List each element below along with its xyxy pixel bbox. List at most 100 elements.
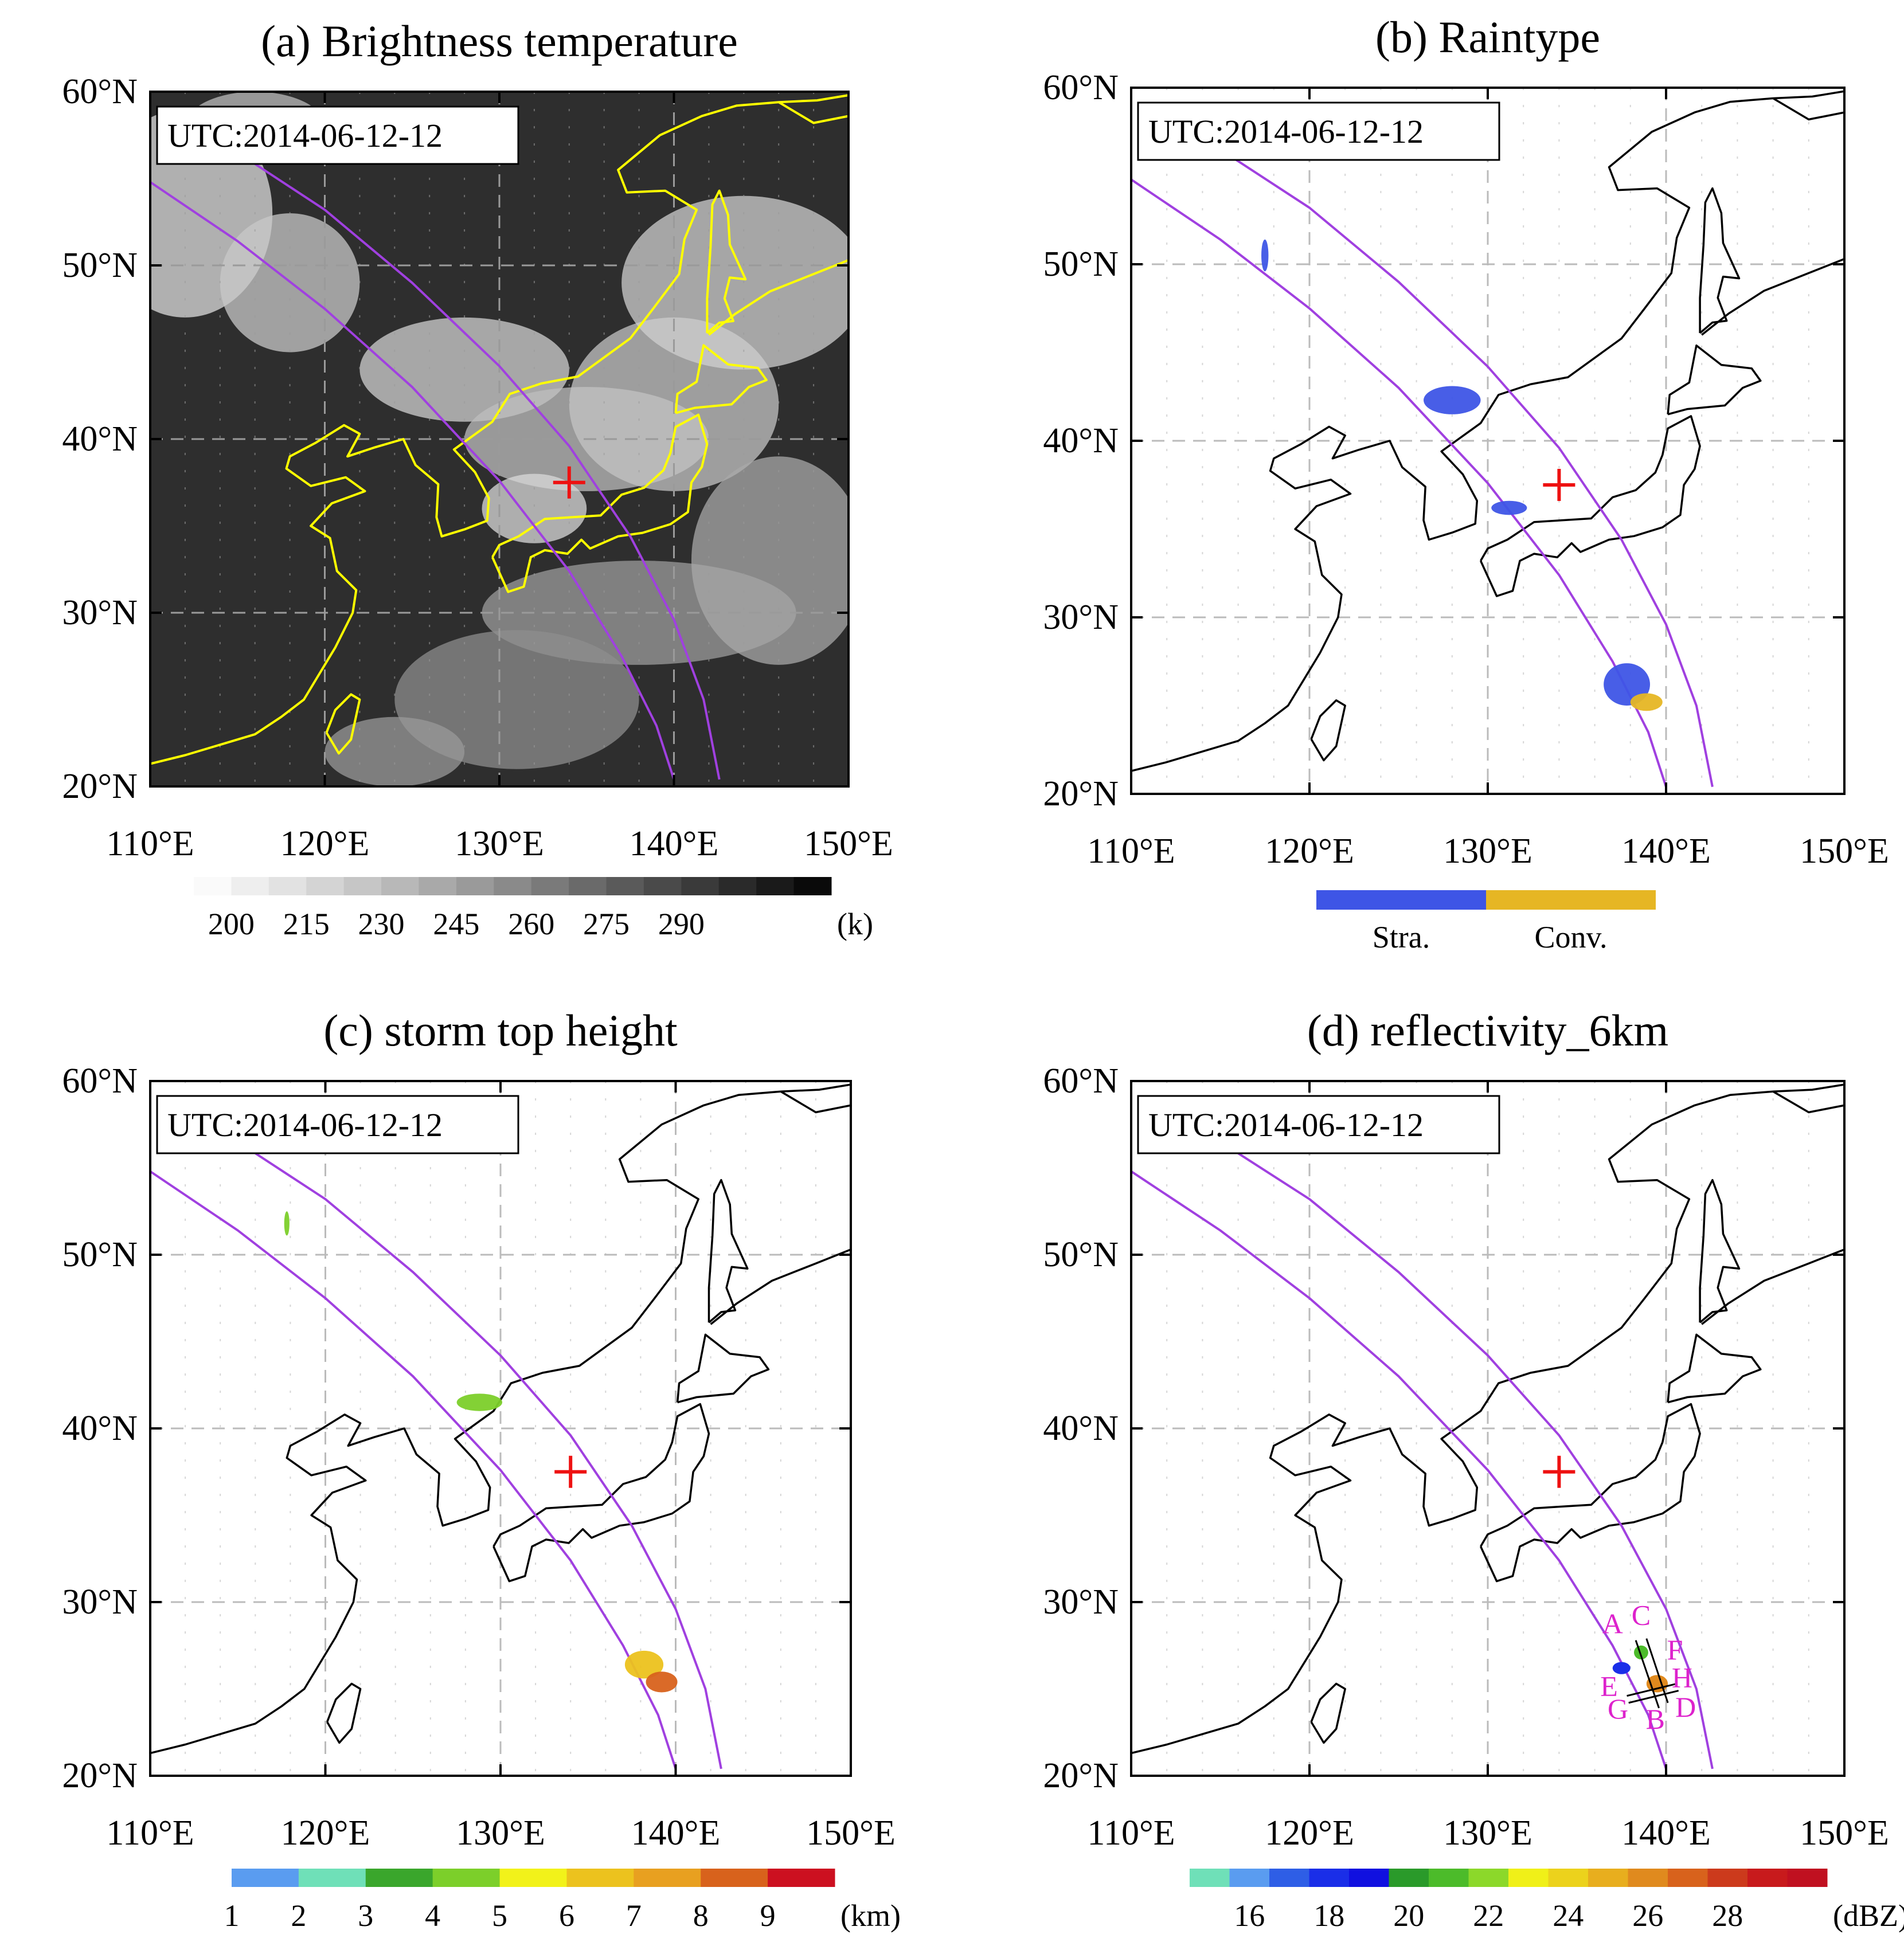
- colorbar-swatch: [1229, 1869, 1270, 1887]
- colorbar-tick: 200: [208, 907, 255, 941]
- section-label: F: [1667, 1634, 1683, 1666]
- storm-top-patch: [284, 1211, 290, 1236]
- colorbar-tick: 22: [1473, 1898, 1504, 1933]
- legend-label: Conv.: [1534, 920, 1607, 954]
- section-label: B: [1646, 1703, 1665, 1735]
- colorbar-tick: 3: [358, 1898, 373, 1933]
- coastline: [707, 1178, 749, 1324]
- colorbar-swatch: [793, 877, 832, 895]
- colorbar-tick: 28: [1712, 1898, 1743, 1933]
- y-tick-label: 20°N: [1043, 774, 1119, 813]
- coastline: [1667, 1333, 1762, 1404]
- x-tick-label: 120°E: [1265, 1814, 1354, 1853]
- coastline: [710, 1248, 851, 1325]
- x-tick-label: 140°E: [1621, 832, 1711, 871]
- colorbar-tick: 245: [433, 907, 479, 941]
- x-tick-label: 110°E: [1087, 832, 1175, 871]
- panel-title: (b) Raintype: [1375, 12, 1600, 62]
- coastline: [778, 101, 849, 124]
- colorbar-swatch: [232, 1869, 299, 1887]
- coastline: [1310, 1682, 1346, 1744]
- coastline: [150, 94, 849, 765]
- colorbar-swatch: [298, 1869, 366, 1887]
- coastline: [1701, 258, 1844, 336]
- timestamp-label: UTC:2014-06-12-12: [167, 117, 443, 154]
- colorbar-swatch: [1190, 1869, 1230, 1887]
- x-tick-label: 150°E: [806, 1814, 896, 1853]
- colorbar-unit: (k): [837, 907, 873, 941]
- coastline: [326, 1682, 362, 1744]
- coastline: [1667, 344, 1762, 416]
- storm-top-patch: [646, 1671, 678, 1693]
- cloud-area: [621, 195, 849, 370]
- colorbar-swatch: [432, 1869, 501, 1887]
- colorbar-tick: 2: [291, 1898, 306, 1933]
- colorbar-swatch: [419, 877, 457, 895]
- swath-edge: [1219, 148, 1714, 788]
- cross-section-line: [1628, 1690, 1679, 1704]
- y-tick-label: 30°N: [1043, 1583, 1119, 1622]
- rain-patch: [1491, 500, 1527, 515]
- colorbar-swatch: [1548, 1869, 1589, 1887]
- swath-edge: [237, 1141, 722, 1769]
- section-label: G: [1608, 1693, 1628, 1725]
- colorbar-swatch: [268, 877, 307, 895]
- colorbar-swatch: [499, 1869, 567, 1887]
- y-tick-label: 60°N: [62, 1062, 138, 1101]
- colorbar-swatch: [681, 877, 720, 895]
- timestamp-box: [156, 1095, 519, 1154]
- coastline: [674, 344, 768, 414]
- coastline: [1699, 1178, 1741, 1324]
- cloud-area: [359, 317, 569, 422]
- x-tick-label: 150°E: [804, 824, 893, 863]
- colorbar-swatch: [756, 877, 795, 895]
- swath-edge: [237, 151, 721, 780]
- y-tick-label: 40°N: [62, 1409, 138, 1448]
- y-tick-label: 40°N: [1043, 1409, 1119, 1448]
- colorbar-tick: 9: [760, 1898, 776, 1933]
- colorbar-swatch: [1787, 1869, 1828, 1887]
- coastline: [1131, 90, 1844, 772]
- colorbar-tick: 18: [1313, 1898, 1344, 1933]
- colorbar-swatch: [1628, 1869, 1668, 1887]
- reflectivity-patch: [1634, 1645, 1648, 1659]
- colorbar-swatch: [718, 877, 757, 895]
- colorbar-swatch: [365, 1869, 433, 1887]
- colorbar-tick: 230: [358, 907, 405, 941]
- storm-top-patch: [624, 1650, 664, 1679]
- plot-area: [150, 92, 849, 786]
- x-tick-label: 140°E: [630, 824, 719, 863]
- colorbar-swatch: [231, 877, 269, 895]
- colorbar-swatch: [606, 877, 644, 895]
- coastline: [492, 1403, 710, 1583]
- swath-edge: [150, 181, 675, 780]
- y-tick-label: 40°N: [1043, 421, 1119, 460]
- colorbar-unit: (km): [840, 1898, 901, 1933]
- panel-a: 110°E 120°E 130°E 140°E 150°E 60°N 50°N 40°N 30°…: [62, 16, 893, 941]
- x-tick-label: 130°E: [1443, 832, 1532, 871]
- colorbar-swatch: [643, 877, 682, 895]
- colorbar-swatch: [1349, 1869, 1389, 1887]
- colorbar-swatch: [1508, 1869, 1549, 1887]
- colorbar-swatch: [569, 877, 607, 895]
- x-tick-label: 120°E: [281, 1814, 370, 1853]
- coastline: [676, 1333, 770, 1404]
- section-label: A: [1602, 1608, 1623, 1640]
- colorbar-tick: 24: [1553, 1898, 1584, 1933]
- colorbar-swatch: [1668, 1869, 1708, 1887]
- cross-section-line: [1645, 1638, 1669, 1704]
- panel-c: 110°E 120°E 130°E 140°E 150°E 60°N 50°N 40°N 30°…: [62, 1005, 901, 1933]
- colorbar-swatch: [566, 1869, 634, 1887]
- panel-d: 110°E 120°E 130°E 140°E 150°E 60°N 50°N 40°N 30°…: [1043, 1005, 1904, 1933]
- x-tick-label: 130°E: [1443, 1814, 1532, 1853]
- cross-section-line: [1627, 1682, 1678, 1697]
- swath-edge: [150, 1170, 677, 1769]
- x-tick-label: 120°E: [1265, 832, 1354, 871]
- colorbar-swatch: [1707, 1869, 1748, 1887]
- panel-title: (c) storm top height: [323, 1005, 678, 1055]
- x-tick-label: 110°E: [1087, 1814, 1175, 1853]
- x-tick-label: 110°E: [106, 1814, 194, 1853]
- x-tick-label: 110°E: [106, 824, 194, 863]
- legend-swatch: [1316, 890, 1486, 910]
- colorbar-swatch: [456, 877, 494, 895]
